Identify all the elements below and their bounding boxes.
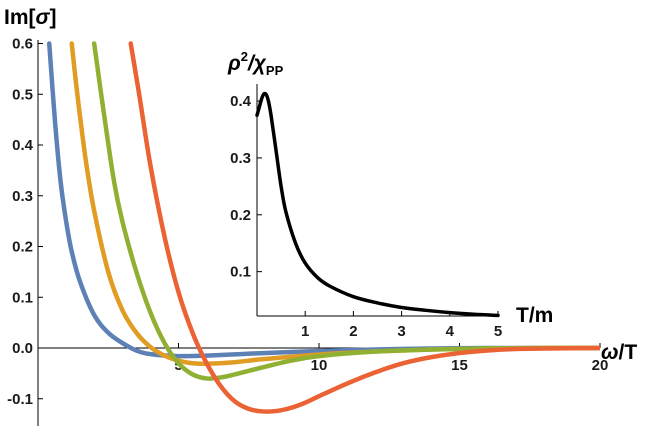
main-y-tick-label: -0.1 <box>7 391 33 408</box>
main-x-tick-label: 10 <box>311 357 328 374</box>
main-y-tick-label: 0.2 <box>12 239 33 256</box>
inset-series-group <box>255 91 500 318</box>
main-plot: 5 10 15 20 -0.10.00.10.20.30.40.50.6 Im[σ] … <box>4 6 637 426</box>
inset-y-label-sub: PP <box>266 63 284 78</box>
main-y-ticks: -0.1 0.0 0.1 0.2 0.3 0.4 0.5 0.6 <box>7 36 43 408</box>
main-series-line-3 <box>91 41 600 381</box>
main-x-axis-label: ω/T <box>601 341 637 364</box>
inset-y-tick-label: 0.3 <box>230 150 251 167</box>
main-x-tick-label: 20 <box>592 357 609 374</box>
main-y-tick-label: 0.1 <box>12 289 33 306</box>
inset-y-tick-label: 0.1 <box>230 264 251 281</box>
inset-y-label-sup: 2 <box>241 49 248 64</box>
main-series-group <box>46 41 600 414</box>
main-y-tick-label: 0.5 <box>12 86 33 103</box>
inset-y-label-main: ρ <box>227 52 241 75</box>
main-y-tick-label: 0.4 <box>12 137 34 154</box>
inset-x-tick-label: 5 <box>494 323 502 340</box>
inset-y-ticks: 0.1 0.2 0.3 0.4 <box>230 93 262 281</box>
main-series-line-4 <box>128 41 600 414</box>
main-x-tick-label: 15 <box>451 357 468 374</box>
inset-x-tick-label: 2 <box>349 323 357 340</box>
inset-x-tick-label: 4 <box>446 323 455 340</box>
main-y-tick-label: 0.6 <box>12 36 33 53</box>
inset-y-label-rest: /χ <box>247 52 267 75</box>
inset-series-line-1 <box>255 91 500 318</box>
main-y-axis-label: Im[σ] <box>4 6 56 29</box>
inset-y-tick-label: 0.4 <box>230 93 252 110</box>
inset-x-tick-label: 3 <box>397 323 405 340</box>
inset-y-axis-label: ρ2/χPP <box>227 49 284 78</box>
inset-x-axis-label: T/m <box>516 304 553 327</box>
main-y-tick-label: 0.3 <box>12 188 33 205</box>
inset-y-tick-label: 0.2 <box>230 207 251 224</box>
inset-x-tick-label: 1 <box>301 323 309 340</box>
main-y-tick-label: 0.0 <box>12 340 33 357</box>
